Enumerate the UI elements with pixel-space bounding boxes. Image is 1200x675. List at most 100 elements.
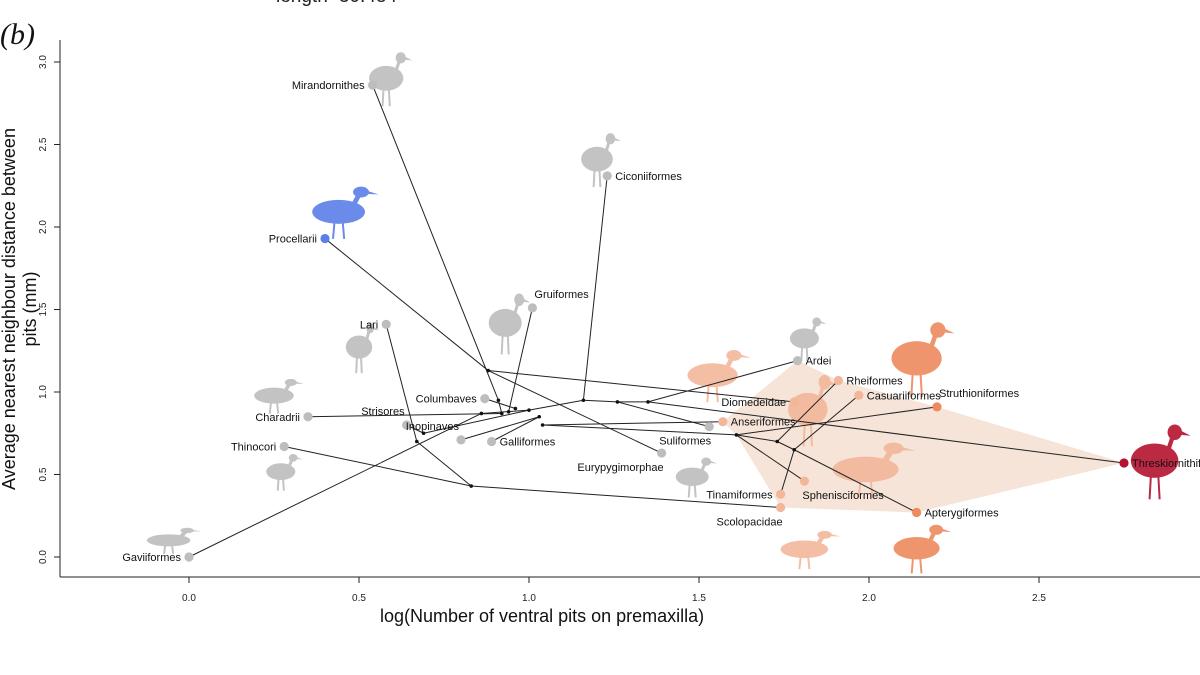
- bird-leg: [381, 87, 385, 107]
- bird-neck: [394, 59, 402, 73]
- phylogeny-edge: [508, 307, 533, 412]
- tip-point: [854, 390, 864, 400]
- phylogeny-edge: [423, 409, 530, 434]
- duck-icon: [687, 350, 751, 403]
- bird-beak: [739, 354, 751, 358]
- bird-neck: [604, 140, 611, 154]
- tip-label: Gruiformes: [534, 289, 589, 301]
- phylogeny-edge: [188, 413, 482, 558]
- bird-body: [675, 467, 709, 486]
- internal-nodes: [415, 368, 796, 488]
- bird-head: [701, 457, 712, 466]
- tip-point: [480, 394, 490, 404]
- tip-point: [1119, 458, 1129, 468]
- bird-neck: [350, 192, 362, 207]
- petrel-icon: [312, 186, 379, 239]
- tip-point: [402, 420, 412, 430]
- phylogeny-edge: [583, 399, 618, 403]
- bird-neck: [881, 448, 895, 465]
- phylogeny-edge: [793, 449, 917, 513]
- tip-label: Strisores: [361, 406, 405, 418]
- frigatebird-icon: [675, 457, 718, 498]
- x-tick-label: 0.0: [182, 593, 196, 604]
- tip-point: [793, 356, 803, 366]
- bird-leg: [170, 544, 175, 554]
- internal-node: [646, 400, 650, 404]
- phylogeny-edge: [284, 445, 472, 487]
- bird-leg: [592, 168, 596, 188]
- bird-neck: [927, 530, 937, 544]
- convex-hull-layer: [722, 360, 1124, 513]
- sandpiper-icon: [254, 378, 304, 414]
- tip-point: [776, 502, 786, 513]
- internal-node: [581, 398, 586, 403]
- phylogeny-edge: [780, 449, 795, 495]
- tip-label: Eurypygimorphae: [577, 462, 663, 474]
- phylogeny-edge: [497, 400, 503, 414]
- tip-label: Struthioniformes: [939, 388, 1020, 400]
- bird-body: [832, 456, 899, 483]
- tip-label: Tinamiformes: [706, 489, 773, 501]
- internal-node: [506, 410, 511, 414]
- bird-leg: [332, 220, 336, 239]
- y-tick-label: 0.5: [38, 467, 49, 481]
- bird-neck: [1165, 434, 1176, 453]
- tip-label: Threskiornithiformes: [1132, 458, 1200, 470]
- bird-neck: [364, 329, 371, 342]
- internal-node: [415, 439, 419, 444]
- kiwi-icon: [893, 524, 952, 574]
- bird-body: [254, 387, 294, 404]
- tip-label: Charadrii: [255, 412, 300, 424]
- bird-beak: [523, 298, 531, 303]
- internal-node: [734, 433, 739, 437]
- bird-neck: [815, 534, 825, 547]
- bird-body: [312, 199, 365, 224]
- phylogeny-edge: [647, 401, 1125, 464]
- tip-point: [184, 552, 194, 562]
- phylogeny-edges: [188, 84, 1125, 558]
- bird-head: [1167, 424, 1182, 441]
- quail-icon: [266, 454, 303, 491]
- internal-node: [513, 406, 518, 411]
- phylogeny-edge: [324, 238, 489, 371]
- bird-beak: [820, 320, 827, 324]
- bird-leg: [910, 371, 914, 398]
- bird-body: [345, 335, 373, 359]
- bird-leg: [1157, 473, 1161, 500]
- bird-beak: [295, 381, 304, 385]
- bird-body: [581, 146, 613, 172]
- crane-icon: [488, 293, 531, 355]
- y-tick-label: 2.5: [38, 137, 49, 151]
- phylogeny-edge: [776, 380, 839, 442]
- bird-beak: [943, 328, 955, 334]
- tip-point: [912, 507, 922, 518]
- bird-leg: [805, 345, 809, 361]
- bird-leg: [598, 168, 602, 188]
- internal-node: [469, 484, 474, 488]
- bird-leg: [857, 478, 862, 499]
- tip-point: [527, 303, 538, 313]
- bird-body: [893, 537, 940, 560]
- ibis-icon: [1130, 424, 1191, 500]
- tip-label: Scolopacidae: [717, 517, 783, 529]
- bird-neck: [928, 331, 939, 351]
- tip-point: [602, 171, 612, 181]
- tip-label: Ardei: [806, 356, 832, 368]
- tip-point: [368, 80, 378, 90]
- phylogeny-edge: [491, 416, 540, 442]
- tip-label: Diomedeidae: [721, 397, 786, 409]
- heron-icon: [789, 317, 827, 361]
- tip-label: Anseriformes: [731, 417, 796, 429]
- tip-point: [456, 435, 466, 445]
- bird-body: [687, 363, 738, 388]
- bird-beak: [367, 190, 379, 195]
- y-tick-label: 1.5: [38, 302, 49, 316]
- tip-point: [657, 448, 667, 458]
- bird-body: [780, 540, 829, 559]
- phylogeny-edge: [542, 421, 723, 426]
- bird-body: [789, 328, 819, 349]
- x-tick-label: 2.0: [862, 593, 876, 604]
- tip-label: Apterygiformes: [925, 507, 999, 519]
- bird-neck: [810, 322, 818, 334]
